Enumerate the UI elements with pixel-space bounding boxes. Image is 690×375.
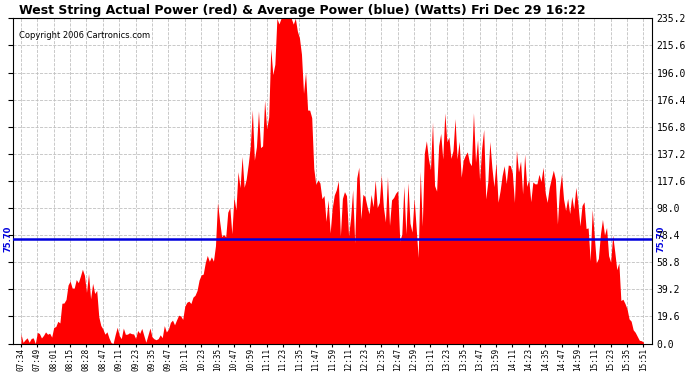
Text: Copyright 2006 Cartronics.com: Copyright 2006 Cartronics.com [19, 32, 150, 40]
Text: 75.70: 75.70 [3, 226, 12, 252]
Text: West String Actual Power (red) & Average Power (blue) (Watts) Fri Dec 29 16:22: West String Actual Power (red) & Average… [19, 4, 586, 17]
Text: 75.70: 75.70 [656, 226, 666, 252]
